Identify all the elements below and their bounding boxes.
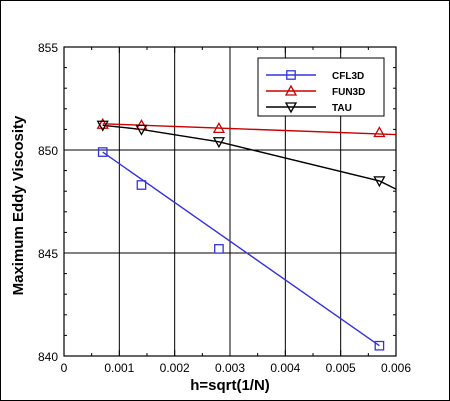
data-point-fun3d xyxy=(212,122,226,134)
y-axis-label: Maximum Eddy Viscosity xyxy=(10,115,27,295)
y-tick-label: 845 xyxy=(38,247,58,261)
data-point-tau xyxy=(96,120,109,132)
plot-frame xyxy=(63,46,397,357)
series-line-tau xyxy=(102,124,396,190)
data-point-fun3d xyxy=(373,126,386,138)
y-tick-label: 850 xyxy=(38,144,58,158)
legend-label-tau: TAU xyxy=(332,103,352,114)
data-point-tau xyxy=(135,124,148,136)
legend-label-fun3d: FUN3D xyxy=(332,87,365,98)
y-tick-label: 840 xyxy=(38,350,58,364)
legend-marker-tau xyxy=(284,102,298,114)
x-tick-label: 0 xyxy=(61,361,68,375)
legend-marker-cfl3d xyxy=(286,70,296,80)
legend-marker-fun3d xyxy=(284,84,298,96)
x-tick-label: 0.001 xyxy=(104,361,134,375)
x-tick-label: 0.005 xyxy=(326,361,356,375)
x-axis-label: h=sqrt(1/N) xyxy=(190,377,270,394)
legend: CFL3D FUN3D TAU xyxy=(257,57,385,117)
data-point-fun3d xyxy=(96,117,109,129)
x-tick-label: 0.003 xyxy=(215,361,245,375)
plot-area xyxy=(102,123,396,347)
data-point-cfl3d xyxy=(136,180,147,190)
data-point-cfl3d xyxy=(214,244,224,254)
legend-label-cfl3d: CFL3D xyxy=(332,71,364,82)
data-point-cfl3d xyxy=(97,147,108,157)
x-tick-label: 0.002 xyxy=(160,361,190,375)
data-point-cfl3d xyxy=(374,340,385,351)
y-tick-label: 855 xyxy=(38,41,58,55)
series-line-fun3d xyxy=(102,123,396,136)
x-tick-label: 0.004 xyxy=(270,361,300,375)
legend-box xyxy=(257,57,385,117)
data-point-tau xyxy=(373,176,386,188)
data-point-tau xyxy=(212,137,226,149)
x-tick-label: 0.006 xyxy=(381,361,411,375)
series-line-cfl3d xyxy=(102,151,380,347)
